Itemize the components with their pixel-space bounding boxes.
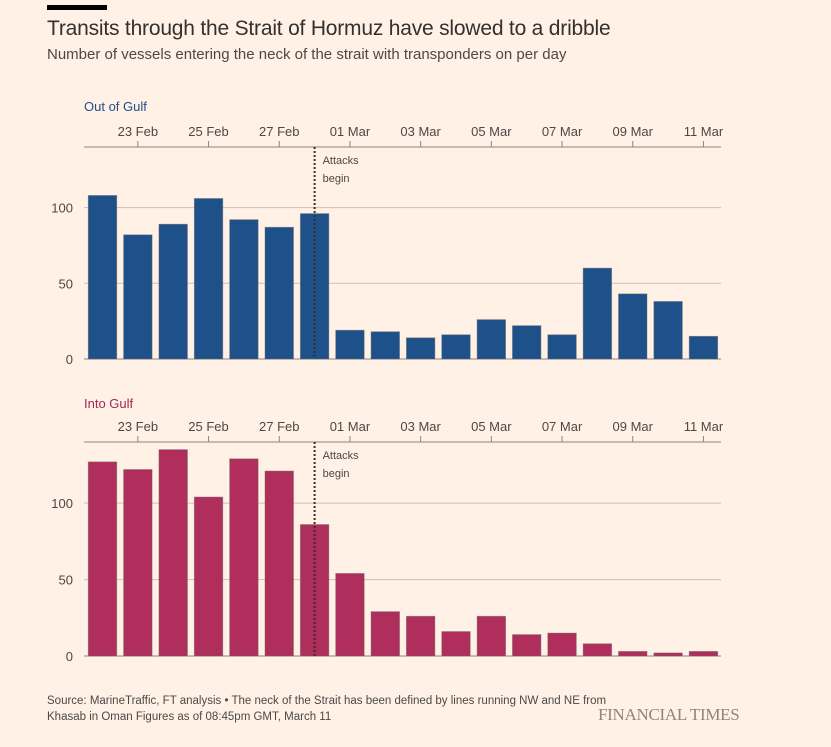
ft-top-rule: [47, 5, 107, 10]
bar-04-mar: [441, 631, 471, 657]
bar-02-mar: [370, 611, 400, 657]
x-tick-label: 23 Feb: [118, 419, 158, 434]
bar-03-mar: [405, 615, 436, 657]
chart-panel-out-of-gulf: Out of Gulf 0 50 100 23 Feb 25 Feb 27 Feb 01 Ma…: [51, 99, 724, 367]
ft-logo: FINANCIAL TIMES: [598, 705, 740, 724]
x-tick-label: 05 Mar: [471, 124, 512, 139]
x-tick-label: 25 Feb: [188, 124, 228, 139]
bar-09-mar: [618, 293, 648, 360]
bar-22-feb: [87, 195, 118, 360]
bar-06-mar: [512, 634, 542, 657]
annotation-text: Attacks: [323, 450, 360, 462]
x-tick-label: 27 Feb: [259, 419, 299, 434]
bar-06-mar: [512, 325, 542, 360]
x-tick-label: 25 Feb: [188, 419, 228, 434]
x-tick-label: 07 Mar: [542, 419, 583, 434]
bar-10-mar: [653, 652, 683, 657]
bar-22-feb: [87, 461, 118, 657]
chart-subtitle: Number of vessels entering the neck of t…: [47, 46, 567, 63]
x-tick-label: 11 Mar: [684, 124, 724, 139]
x-tick-label: 07 Mar: [542, 124, 583, 139]
bar-27-feb: [264, 226, 294, 360]
x-tick-label: 27 Feb: [259, 124, 299, 139]
source-note: Source: MarineTraffic, FT analysis • The…: [47, 695, 607, 723]
annotation-text: begin: [323, 468, 350, 480]
panel-title: Into Gulf: [84, 396, 134, 411]
bar-02-mar: [370, 331, 400, 360]
x-tick-label: 05 Mar: [471, 419, 512, 434]
chart-title: Transits through the Strait of Hormuz ha…: [47, 17, 611, 40]
x-tick-label: 01 Mar: [330, 124, 371, 139]
bar-08-mar: [582, 643, 613, 657]
bar-24-feb: [158, 449, 188, 657]
y-tick-label: 0: [66, 649, 73, 664]
bar-27-feb: [264, 470, 294, 657]
x-tick-label: 03 Mar: [400, 419, 441, 434]
y-tick-label: 100: [51, 496, 73, 511]
bar-28-feb: [299, 213, 330, 360]
annotation-text: Attacks: [323, 155, 360, 167]
bar-25-feb: [193, 198, 224, 360]
x-tick-label: 09 Mar: [613, 124, 654, 139]
bar-05-mar: [476, 319, 507, 360]
bar-05-mar: [476, 615, 507, 657]
y-tick-label: 50: [59, 276, 73, 291]
x-tick-label: 09 Mar: [613, 419, 654, 434]
bar-04-mar: [441, 334, 471, 360]
bar-26-feb: [229, 458, 259, 657]
bar-07-mar: [547, 334, 577, 360]
bar-03-mar: [405, 337, 436, 360]
bar-01-mar: [335, 329, 365, 360]
bar-11-mar: [688, 651, 719, 657]
x-tick-label: 01 Mar: [330, 419, 371, 434]
chart-panel-into-gulf: Into Gulf 0 50 100 23 Feb 25 Feb 27 Feb 01 Mar 0…: [51, 396, 724, 664]
y-tick-label: 50: [59, 573, 73, 588]
y-tick-label: 0: [66, 352, 73, 367]
bar-08-mar: [582, 267, 613, 360]
x-tick-label: 03 Mar: [400, 124, 441, 139]
x-tick-label: 11 Mar: [684, 419, 724, 434]
bar-25-feb: [193, 496, 224, 657]
bar-23-feb: [123, 469, 153, 657]
bar-09-mar: [618, 651, 648, 657]
x-tick-label: 23 Feb: [118, 124, 158, 139]
panel-title: Out of Gulf: [84, 99, 147, 114]
bar-10-mar: [653, 301, 683, 360]
y-tick-label: 100: [51, 201, 73, 216]
bar-01-mar: [335, 573, 365, 657]
bar-26-feb: [229, 219, 259, 360]
annotation-text: begin: [323, 173, 350, 185]
bar-24-feb: [158, 223, 188, 360]
bar-11-mar: [688, 335, 719, 360]
bar-07-mar: [547, 632, 577, 657]
bar-23-feb: [123, 234, 153, 360]
